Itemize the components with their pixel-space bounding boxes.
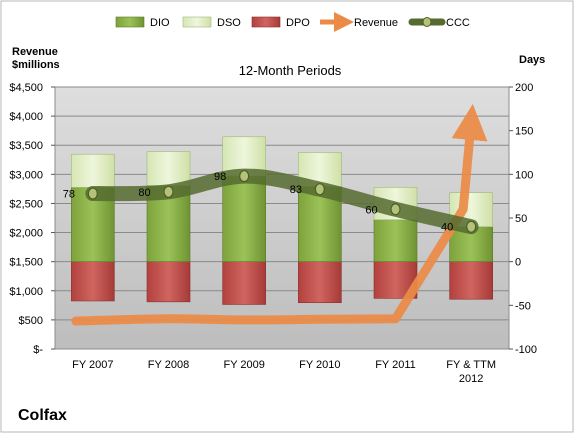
x-tick-label: FY 2011 bbox=[375, 359, 416, 371]
y-left-tick-label: $4,500 bbox=[9, 82, 43, 94]
ccc-data-label: 60 bbox=[365, 204, 377, 216]
bar-dpo bbox=[71, 261, 115, 302]
revenue-line bbox=[71, 104, 488, 326]
company-name: Colfax bbox=[18, 407, 67, 424]
ccc-point bbox=[87, 187, 98, 200]
legend-label: DSO bbox=[217, 17, 241, 29]
legend-swatch bbox=[182, 16, 212, 28]
legend-label: DPO bbox=[286, 17, 310, 29]
bar-dpo bbox=[298, 261, 342, 304]
ccc-point bbox=[466, 220, 477, 233]
y-right-tick-label: 100 bbox=[515, 169, 533, 181]
x-tick-label: 2012 bbox=[459, 373, 483, 385]
y-right-tick-label: -100 bbox=[515, 344, 537, 356]
y-left-tick-label: $4,000 bbox=[9, 111, 43, 123]
x-tick-label: FY 2010 bbox=[299, 359, 340, 371]
y-left-tick-label: $1,000 bbox=[9, 286, 43, 298]
bar-dpo bbox=[146, 261, 191, 303]
x-tick-label: FY 2009 bbox=[223, 359, 264, 371]
bar-dpo bbox=[449, 261, 493, 300]
bar-dio bbox=[222, 175, 266, 262]
bars bbox=[71, 136, 493, 305]
y-right-tick-label: 150 bbox=[515, 126, 533, 138]
y-left-tick-label: $- bbox=[33, 344, 43, 356]
ccc-data-label: 83 bbox=[290, 184, 302, 196]
ccc-point bbox=[314, 183, 325, 196]
y-left-tick-label: $2,000 bbox=[9, 228, 43, 240]
ccc-data-label: 40 bbox=[441, 222, 453, 234]
y-left-tick-label: $3,500 bbox=[9, 140, 43, 152]
legend-label: DIO bbox=[150, 17, 170, 29]
x-tick-label: FY & TTM bbox=[446, 359, 496, 371]
x-tick-label: FY 2008 bbox=[148, 359, 189, 371]
axes: $- $500 $1,000 $1,500 $2,000 $2,500 $3,000 $3,5… bbox=[9, 82, 537, 385]
y-left-tick-label: $3,000 bbox=[9, 169, 43, 181]
bar-dpo bbox=[222, 261, 266, 305]
left-axis-title: Revenue $millions bbox=[12, 46, 61, 71]
bar-dso bbox=[71, 153, 115, 188]
y-right-tick-label: -50 bbox=[515, 300, 531, 312]
ccc-data-label: 78 bbox=[63, 189, 75, 201]
legend-marker bbox=[422, 17, 432, 27]
y-left-tick-label: $1,500 bbox=[9, 257, 43, 269]
bar-dio bbox=[373, 219, 418, 262]
ccc-data-label: 80 bbox=[138, 187, 150, 199]
y-right-tick-label: 0 bbox=[515, 257, 521, 269]
ccc-point bbox=[390, 203, 401, 216]
legend-swatch bbox=[251, 16, 281, 28]
ccc-data-label: 98 bbox=[214, 171, 226, 183]
chart-title: 12-Month Periods bbox=[239, 63, 342, 78]
ccc-line bbox=[85, 168, 479, 235]
legend-label: Revenue bbox=[354, 17, 398, 29]
y-left-tick-label: $2,500 bbox=[9, 198, 43, 210]
legend-swatch bbox=[115, 16, 145, 28]
legend: DIO DSO DPO Revenue CCC bbox=[115, 12, 470, 32]
y-right-tick-label: 50 bbox=[515, 213, 527, 225]
x-tick-label: FY 2007 bbox=[72, 359, 113, 371]
bar-dso bbox=[146, 151, 191, 186]
ccc-point bbox=[239, 169, 250, 183]
y-left-tick-label: $500 bbox=[19, 315, 43, 327]
y-right-tick-label: 200 bbox=[515, 82, 533, 94]
ccc-point bbox=[163, 185, 174, 198]
right-axis-title: Days bbox=[519, 54, 545, 66]
lines: 78 80 98 83 60 40 bbox=[63, 104, 488, 326]
legend-label: CCC bbox=[446, 17, 470, 29]
